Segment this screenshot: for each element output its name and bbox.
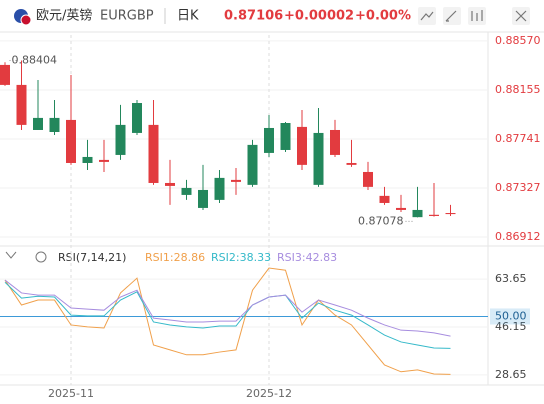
candle-body (297, 126, 307, 165)
y-tick-label: 0.88570 (495, 34, 541, 47)
y-tick-label: 0.88155 (495, 83, 541, 96)
rsi-line (4, 267, 451, 375)
candle-body (396, 207, 406, 210)
tool-icon (445, 10, 457, 22)
tool-icon (420, 11, 434, 21)
candle-body (66, 119, 76, 163)
candle-body (231, 179, 241, 182)
candle-body (214, 177, 225, 200)
candle-body (363, 171, 373, 187)
candle-body (198, 189, 208, 208)
candle-body (99, 159, 109, 162)
legend-entry: RSI2:38.33 (211, 251, 271, 264)
rsi-line (4, 279, 451, 337)
tool-button[interactable] (418, 7, 436, 25)
candle-body (33, 117, 43, 130)
candle-body (379, 195, 390, 203)
y-tick-label: 28.65 (495, 368, 527, 381)
y-tick-label: 0.86912 (495, 230, 541, 243)
pair-name: 欧元/英镑 (36, 8, 92, 24)
candle-body (49, 117, 60, 132)
y-tick-label: 0.87327 (495, 181, 541, 194)
candle-body (82, 156, 93, 163)
candle-body (280, 123, 291, 150)
symbol: EURGBP (100, 9, 154, 24)
y-tick-label: 0.87741 (495, 132, 541, 145)
candle-body (0, 64, 10, 85)
settings-icon[interactable] (35, 251, 47, 263)
candle-body (264, 127, 274, 153)
candle-body (148, 124, 159, 183)
candle-body (115, 124, 126, 155)
rsi-line (4, 281, 451, 349)
period[interactable]: 日K (177, 9, 199, 24)
candle-body (132, 103, 142, 133)
candle-body (181, 187, 192, 195)
rsi-title: RSI(7,14,21) (58, 251, 126, 264)
candle-body (346, 162, 357, 165)
price: 0.87106 (224, 9, 283, 24)
reference-label-box (490, 308, 530, 325)
change-pct: +0.00% (355, 9, 411, 24)
candle-body (412, 209, 423, 218)
y-tick-label: 63.65 (495, 272, 527, 285)
low-label: 0.87078 (358, 214, 404, 227)
reference-label: 50.00 (495, 309, 527, 322)
y-tick-label: 46.15 (495, 320, 527, 333)
flag-icon (20, 14, 32, 26)
candle-body (445, 213, 456, 215)
high-label: 0.88404 (12, 54, 58, 67)
tool-icon (515, 10, 527, 22)
legend-entry: RSI3:42.83 (277, 251, 337, 264)
candle-body (313, 132, 324, 185)
candle-body (429, 214, 439, 216)
candle-body (16, 84, 27, 125)
candle-body (247, 144, 258, 185)
x-tick-label: 2025-11 (48, 387, 94, 400)
tool-button[interactable] (443, 7, 461, 25)
change: +0.00002 (284, 9, 354, 24)
tool-icon (471, 10, 483, 21)
candle-body (165, 182, 175, 186)
candle-body (330, 129, 340, 155)
collapse-icon[interactable] (5, 251, 17, 259)
x-tick-label: 2025-12 (246, 387, 292, 400)
legend-entry: RSI1:28.86 (145, 251, 205, 264)
